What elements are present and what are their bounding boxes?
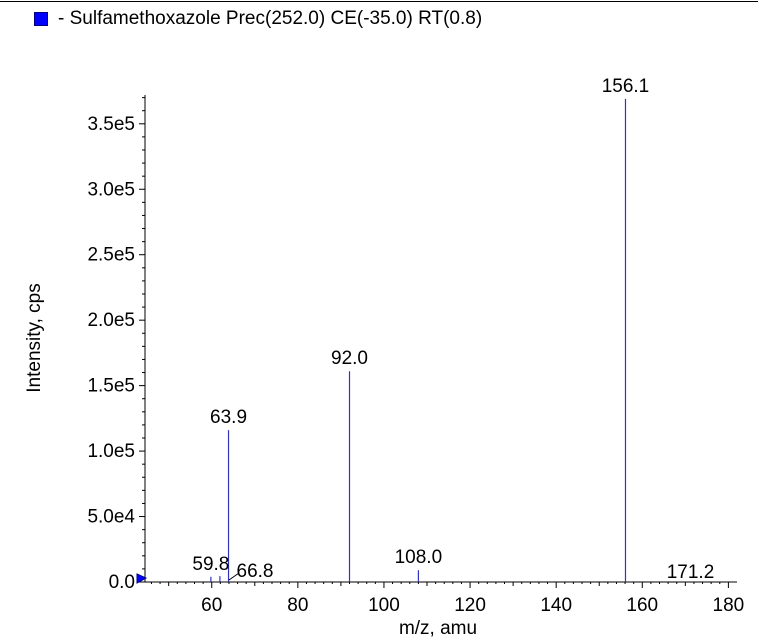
y-axis-label: Intensity, cps bbox=[24, 283, 45, 392]
label-leader-line bbox=[228, 572, 240, 581]
x-tick-label: 160 bbox=[626, 595, 658, 616]
y-tick-label: 3.5e5 bbox=[87, 114, 135, 135]
peak-label: 156.1 bbox=[602, 76, 650, 97]
x-axis-label: m/z, amu bbox=[399, 618, 477, 639]
y-tick-label: 3.0e5 bbox=[87, 179, 135, 200]
y-tick-label: 1.5e5 bbox=[87, 376, 135, 397]
legend: - Sulfamethoxazole Prec(252.0) CE(-35.0)… bbox=[34, 6, 482, 32]
legend-swatch bbox=[34, 12, 48, 26]
legend-text: - Sulfamethoxazole Prec(252.0) CE(-35.0)… bbox=[58, 8, 483, 29]
y-tick-label: 1.0e5 bbox=[87, 441, 135, 462]
peak-label: 66.8 bbox=[237, 561, 274, 582]
y-tick-label: 5.0e4 bbox=[87, 507, 135, 528]
y-tick-label: 0.0 bbox=[109, 572, 135, 593]
peak-label: 92.0 bbox=[331, 348, 368, 369]
peak-label: 59.8 bbox=[192, 554, 229, 575]
top-border bbox=[0, 1, 758, 2]
baseline-marker-icon bbox=[136, 573, 148, 584]
x-tick-label: 100 bbox=[368, 595, 400, 616]
peak-label: 171.2 bbox=[667, 562, 715, 583]
x-tick-label: 120 bbox=[454, 595, 486, 616]
x-tick-label: 140 bbox=[540, 595, 572, 616]
axes: 0.0 5.0e4 1.0e5 1.5e5 2.0e5 2.5e5 3.0e5 3.5e5 60… bbox=[87, 95, 744, 616]
x-tick-label: 80 bbox=[287, 595, 308, 616]
y-tick-label: 2.0e5 bbox=[87, 310, 135, 331]
x-tick-label: 180 bbox=[713, 595, 745, 616]
peak-label: 63.9 bbox=[210, 407, 247, 428]
peak-label: 108.0 bbox=[395, 547, 443, 568]
peak-labels: 156.1 92.0 63.9 108.0 59.8 66.8 171.2 bbox=[192, 76, 714, 583]
y-tick-label: 2.5e5 bbox=[87, 245, 135, 266]
x-tick-label: 60 bbox=[201, 595, 222, 616]
peaks bbox=[210, 98, 627, 582]
